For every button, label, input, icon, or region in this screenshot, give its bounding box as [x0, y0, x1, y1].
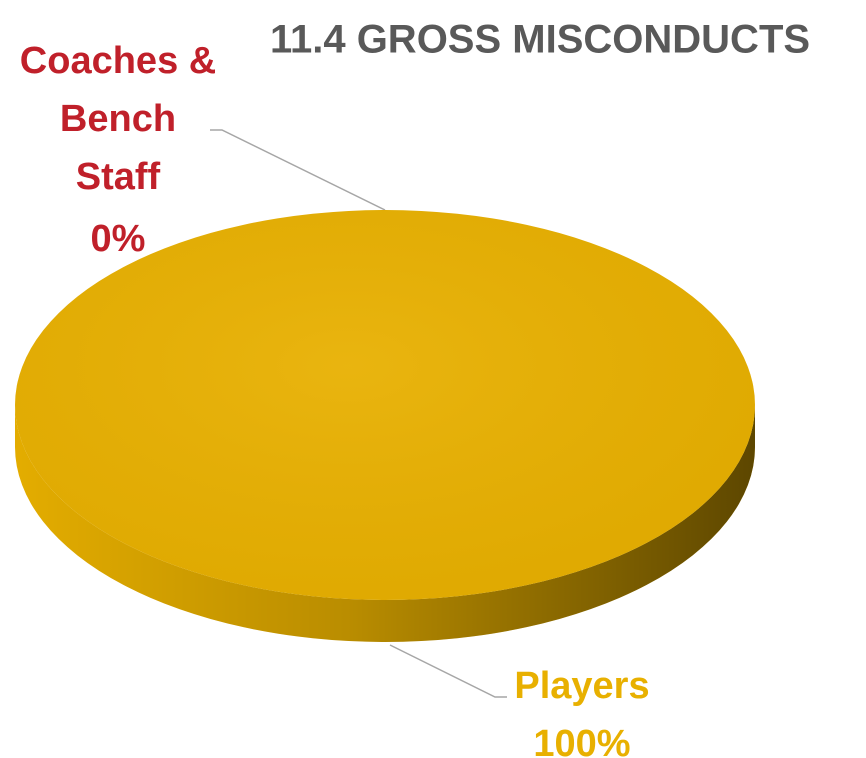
leader-line — [389, 644, 507, 698]
leader-line — [210, 129, 386, 211]
data-label-value: 100% — [533, 723, 631, 758]
chart-title: 11.4 GROSS MISCONDUCTS — [270, 18, 810, 62]
top-gloss — [15, 210, 755, 600]
side-shade — [15, 405, 755, 642]
data-label-category: Players — [514, 665, 650, 707]
data-label-value: 0% — [90, 218, 146, 260]
data-label-category: Coaches & Bench Staff — [19, 40, 217, 198]
